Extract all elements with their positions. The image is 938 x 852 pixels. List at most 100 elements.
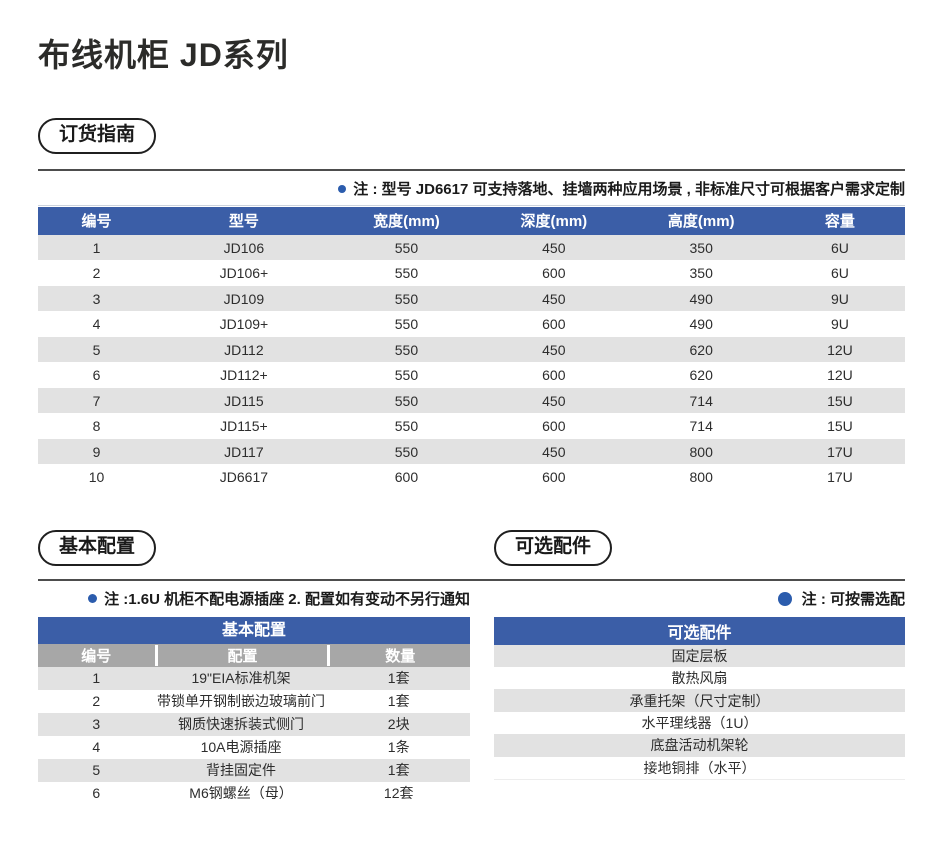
note-text: 注 : 可按需选配 xyxy=(801,591,905,609)
table-cell: 底盘活动机架轮 xyxy=(650,737,749,754)
table-cell: 350 xyxy=(689,265,713,282)
table-row: 承重托架（尺寸定制） xyxy=(494,689,905,712)
table-cell: 550 xyxy=(394,341,419,358)
table-row: 3 钢质快速拆装式侧门 2块 xyxy=(38,712,470,736)
note-dot-icon xyxy=(777,591,792,606)
note-dot-icon xyxy=(88,594,98,604)
table-cell: 背挂固定件 xyxy=(206,762,277,779)
table-cell: 2块 xyxy=(387,716,410,733)
table-cell: 8 xyxy=(92,418,101,435)
table-cell: 620 xyxy=(689,341,713,358)
table-cell: 6 xyxy=(92,367,101,384)
basic-config-badge: 基本配置 xyxy=(38,529,157,566)
table-cell: 800 xyxy=(689,469,713,486)
table-cell: 450 xyxy=(542,443,566,460)
table-cell: 350 xyxy=(689,239,713,256)
table-cell: 1套 xyxy=(387,670,410,687)
table-cell: 15U xyxy=(827,392,853,409)
table-cell: 5 xyxy=(92,341,101,358)
note-text: 注 :1.6U 机柜不配电源插座 2. 配置如有变动不另行通知 xyxy=(104,591,470,609)
table-cell: 固定层板 xyxy=(671,647,728,664)
column-header: 型号 xyxy=(228,213,259,231)
table-row: 水平理线器（1U） xyxy=(494,711,905,735)
table-row: 4 JD109+ 550 600 490 9U xyxy=(38,311,905,337)
table-cell: JD109+ xyxy=(219,316,269,333)
table-cell: 600 xyxy=(542,265,566,282)
table-row: 10 JD6617 600 600 800 17U xyxy=(38,464,905,490)
note-dot-icon xyxy=(338,184,347,193)
table-cell: 10A电源插座 xyxy=(200,739,282,756)
table-cell: 550 xyxy=(394,367,419,384)
table-cell: JD109 xyxy=(223,290,265,307)
table-cell: 水平理线器（1U） xyxy=(641,714,758,731)
table-cell: 6U xyxy=(830,265,849,282)
ordering-guide-note: 注 : 型号 JD6617 可支持落地、挂墙两种应用场景 , 非标准尺寸可根据客… xyxy=(38,179,905,199)
column-header: 宽度(mm) xyxy=(373,213,440,231)
table-cell: JD112 xyxy=(224,341,264,358)
table-row: 底盘活动机架轮 xyxy=(494,734,905,757)
table-row: 5 背挂固定件 1套 xyxy=(38,758,470,782)
table-cell: 714 xyxy=(689,418,713,435)
table-cell: JD115 xyxy=(224,392,264,409)
table-cell: 800 xyxy=(689,443,713,460)
table-body: 固定层板 散热风扇 承重托架（尺寸定制） 水平理线器（1U） 底盘活动机架轮 接地铜排（水… xyxy=(494,644,905,779)
table-cell: 15U xyxy=(827,418,853,435)
table-cell: 12套 xyxy=(383,785,414,802)
table-cell: 接地铜排（水平） xyxy=(643,759,756,776)
page-title: 布线机柜 JD系列 xyxy=(38,37,289,73)
table-cell: 450 xyxy=(542,290,566,307)
table-cell: 450 xyxy=(542,341,566,358)
table-cell: JD6617 xyxy=(219,469,269,486)
table-cell: 550 xyxy=(394,443,419,460)
section-divider xyxy=(38,168,905,171)
optional-accessories-badge: 可选配件 xyxy=(494,529,613,566)
table-cell: JD115+ xyxy=(220,418,268,435)
table-cell: 1套 xyxy=(387,693,410,710)
table-cell: M6钢螺丝（母） xyxy=(189,785,293,802)
table-cell: 600 xyxy=(542,418,566,435)
table-cell: 620 xyxy=(689,367,713,384)
table-cell: 490 xyxy=(689,316,713,333)
table-top-rule xyxy=(38,204,905,206)
table-cell: 1 xyxy=(92,670,101,687)
table-cell: 2 xyxy=(92,693,101,710)
column-header: 容量 xyxy=(824,213,855,231)
table-cell: 450 xyxy=(542,239,566,256)
table-cell: 1条 xyxy=(387,739,410,756)
table-row: 接地铜排（水平） xyxy=(494,756,905,779)
table-body: 1 JD106 550 450 350 6U 2 JD106+ 550 600 350 6U 3 JD10… xyxy=(38,234,905,490)
table-cell: 600 xyxy=(542,469,566,486)
table-cell: 9U xyxy=(830,316,849,333)
column-header: 配置 xyxy=(154,644,328,666)
optional-accessories-note: 注 : 可按需选配 xyxy=(494,589,905,609)
table-cell: 550 xyxy=(394,392,419,409)
table-row: 3 JD109 550 450 490 9U xyxy=(38,285,905,312)
table-title: 可选配件 xyxy=(494,616,905,645)
spec-sheet-page: 布线机柜 JD系列 订货指南 注 : 型号 JD6617 可支持落地、挂墙两种应… xyxy=(0,30,938,805)
column-header: 编号 xyxy=(81,647,112,665)
table-row: 2 带锁单开钢制嵌边玻璃前门 1套 xyxy=(38,689,470,713)
table-cell: 2 xyxy=(92,265,101,282)
table-subheader-row: 编号 配置 数量 xyxy=(38,643,470,667)
table-row: 2 JD106+ 550 600 350 6U xyxy=(38,260,905,286)
table-cell: JD117 xyxy=(224,443,264,460)
table-cell: 600 xyxy=(542,367,566,384)
table-cell: 4 xyxy=(92,316,101,333)
table-cell: 10 xyxy=(88,469,105,486)
table-cell: 17U xyxy=(827,469,853,486)
table-cell: 550 xyxy=(394,290,419,307)
table-row: 6 JD112+ 550 600 620 12U xyxy=(38,362,905,388)
table-title-text: 可选配件 xyxy=(667,624,732,642)
table-cell: 600 xyxy=(542,316,566,333)
table-row: 4 10A电源插座 1条 xyxy=(38,735,470,759)
section-divider xyxy=(38,578,905,581)
table-cell: 17U xyxy=(827,443,853,460)
table-body: 1 19"EIA标准机架 1套 2 带锁单开钢制嵌边玻璃前门 1套 3 钢质快速拆装式侧门 2块… xyxy=(38,666,470,805)
table-row: 9 JD117 550 450 800 17U xyxy=(38,438,905,465)
table-cell: JD106 xyxy=(223,239,265,256)
table-cell: 490 xyxy=(689,290,713,307)
table-row: 6 M6钢螺丝（母） 12套 xyxy=(38,781,470,805)
column-header: 高度(mm) xyxy=(667,213,735,231)
table-cell: 7 xyxy=(92,392,101,409)
table-cell: 19"EIA标准机架 xyxy=(191,670,291,687)
